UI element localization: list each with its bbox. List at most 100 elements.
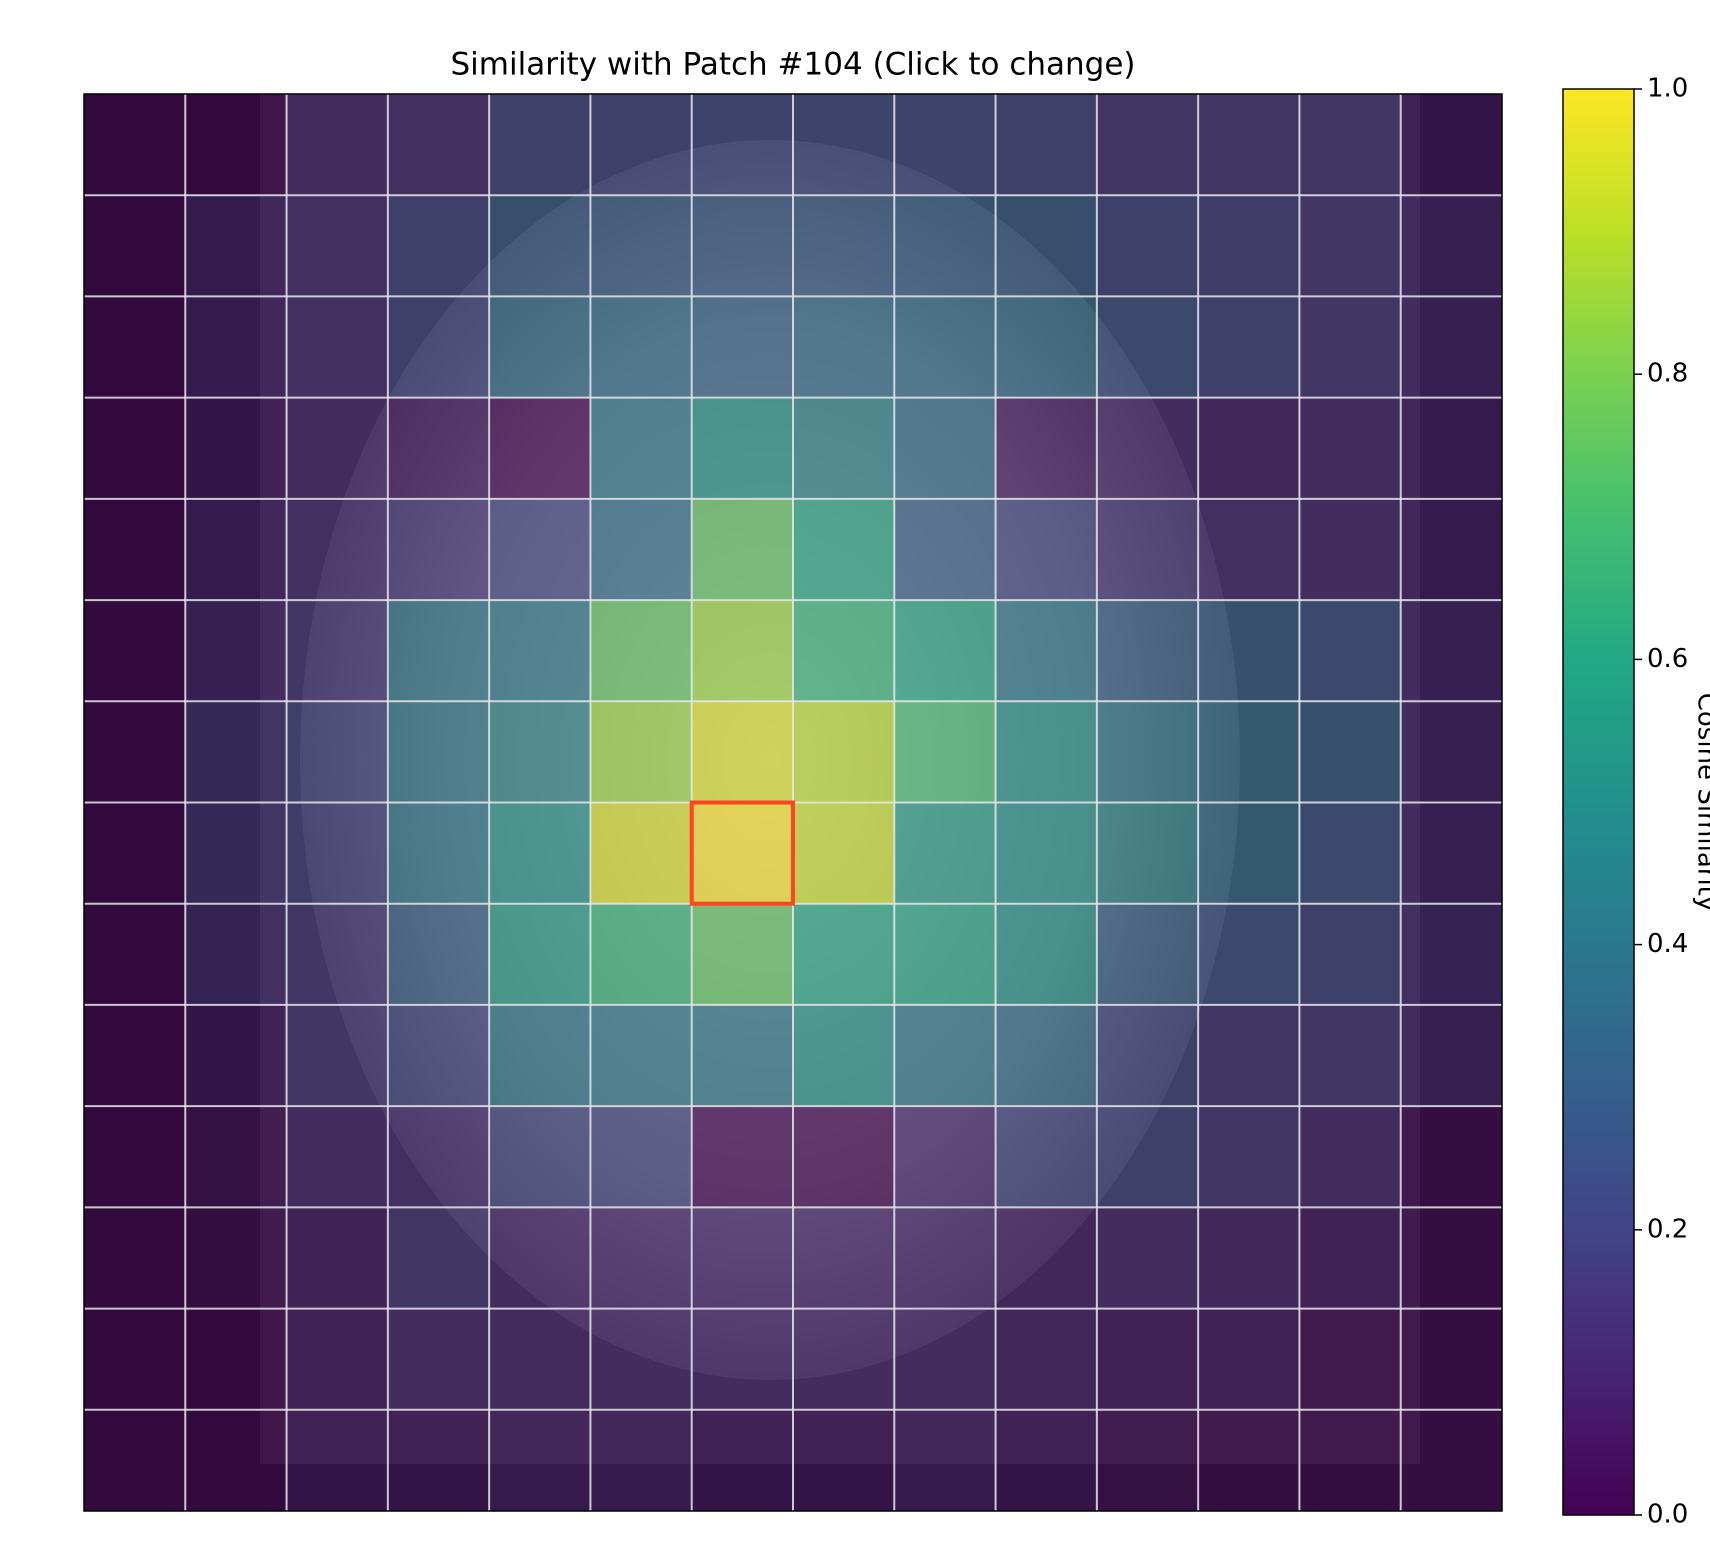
cell <box>1198 802 1300 905</box>
cell <box>793 701 895 803</box>
cell <box>995 701 1098 803</box>
cell <box>590 1106 693 1208</box>
cell <box>489 1004 591 1107</box>
cell <box>995 1004 1098 1107</box>
cell <box>1198 1207 1300 1310</box>
cell <box>84 600 186 702</box>
cell <box>1096 1106 1199 1208</box>
cell <box>590 94 693 196</box>
cell <box>1400 701 1503 803</box>
cell <box>1096 1004 1199 1107</box>
cell <box>489 1207 591 1310</box>
cell <box>1096 296 1199 399</box>
cell <box>691 94 794 196</box>
cell <box>489 1106 591 1208</box>
cell <box>590 397 693 500</box>
cell <box>995 802 1098 905</box>
cell <box>1400 1409 1503 1512</box>
cell <box>387 1207 490 1310</box>
chart-title: Similarity with Patch #104 (Click to cha… <box>450 47 1135 83</box>
cell <box>894 195 997 297</box>
cell <box>1400 195 1503 297</box>
cell <box>793 903 895 1006</box>
cell <box>1299 94 1402 196</box>
cell <box>489 903 591 1006</box>
cell <box>185 1409 288 1512</box>
heatmap <box>84 94 1503 1512</box>
cell <box>84 1004 186 1107</box>
cell <box>691 296 794 399</box>
cell <box>387 1106 490 1208</box>
colorbar-label: Cosine Similarity <box>1692 693 1710 912</box>
axes-frame <box>83 93 1503 1512</box>
cell <box>894 701 997 803</box>
cell <box>995 498 1098 601</box>
colorbar-tick-label: 0.6 <box>1647 644 1688 674</box>
colorbar-tick-label: 0.4 <box>1647 929 1688 959</box>
cell <box>387 94 490 196</box>
cell <box>691 1308 794 1411</box>
cell <box>84 1409 186 1512</box>
cell <box>793 802 895 905</box>
cell <box>1198 195 1300 297</box>
cell <box>1400 1308 1503 1411</box>
cell <box>84 701 186 803</box>
cell <box>1299 397 1402 500</box>
cell <box>185 903 288 1006</box>
cell <box>1400 498 1503 601</box>
grid <box>84 94 1502 1511</box>
cell <box>793 498 895 601</box>
cell <box>489 701 591 803</box>
cell <box>489 195 591 297</box>
cell <box>84 195 186 297</box>
cell <box>1096 701 1199 803</box>
colorbar-tick-label: 1.0 <box>1647 74 1688 104</box>
cell <box>995 1207 1098 1310</box>
cell <box>691 600 794 702</box>
cell <box>590 802 693 905</box>
cell <box>894 802 997 905</box>
cell <box>1096 600 1199 702</box>
cell <box>286 296 389 399</box>
cell <box>590 903 693 1006</box>
cell <box>793 195 895 297</box>
cell <box>995 1409 1098 1512</box>
cell <box>1198 701 1300 803</box>
cell <box>286 498 389 601</box>
colorbar: 0.0 0.2 0.4 0.6 0.8 1.0 Cosine Similarity <box>1562 74 1710 1530</box>
cell <box>1198 1308 1300 1411</box>
cell <box>489 498 591 601</box>
cell <box>691 195 794 297</box>
cell <box>387 903 490 1006</box>
cell <box>1299 1409 1402 1512</box>
cell <box>84 397 186 500</box>
cell <box>286 1004 389 1107</box>
cell <box>894 1106 997 1208</box>
cell <box>489 600 591 702</box>
cell <box>286 600 389 702</box>
cell <box>387 498 490 601</box>
cell <box>1198 1409 1300 1512</box>
cell <box>1299 802 1402 905</box>
colorbar-tick-label: 0.0 <box>1647 1500 1688 1530</box>
cell <box>894 600 997 702</box>
cell <box>793 600 895 702</box>
cell <box>995 296 1098 399</box>
cell <box>1096 1308 1199 1411</box>
cell <box>84 498 186 601</box>
cell <box>387 397 490 500</box>
cell <box>894 397 997 500</box>
cell <box>1299 1004 1402 1107</box>
cell <box>995 195 1098 297</box>
cell <box>793 1409 895 1512</box>
cell <box>1400 296 1503 399</box>
cell <box>590 1409 693 1512</box>
cell <box>185 296 288 399</box>
cell <box>995 397 1098 500</box>
cell <box>387 1409 490 1512</box>
cell <box>489 1409 591 1512</box>
cell <box>1400 802 1503 905</box>
cell <box>286 1106 389 1208</box>
cell <box>286 1207 389 1310</box>
